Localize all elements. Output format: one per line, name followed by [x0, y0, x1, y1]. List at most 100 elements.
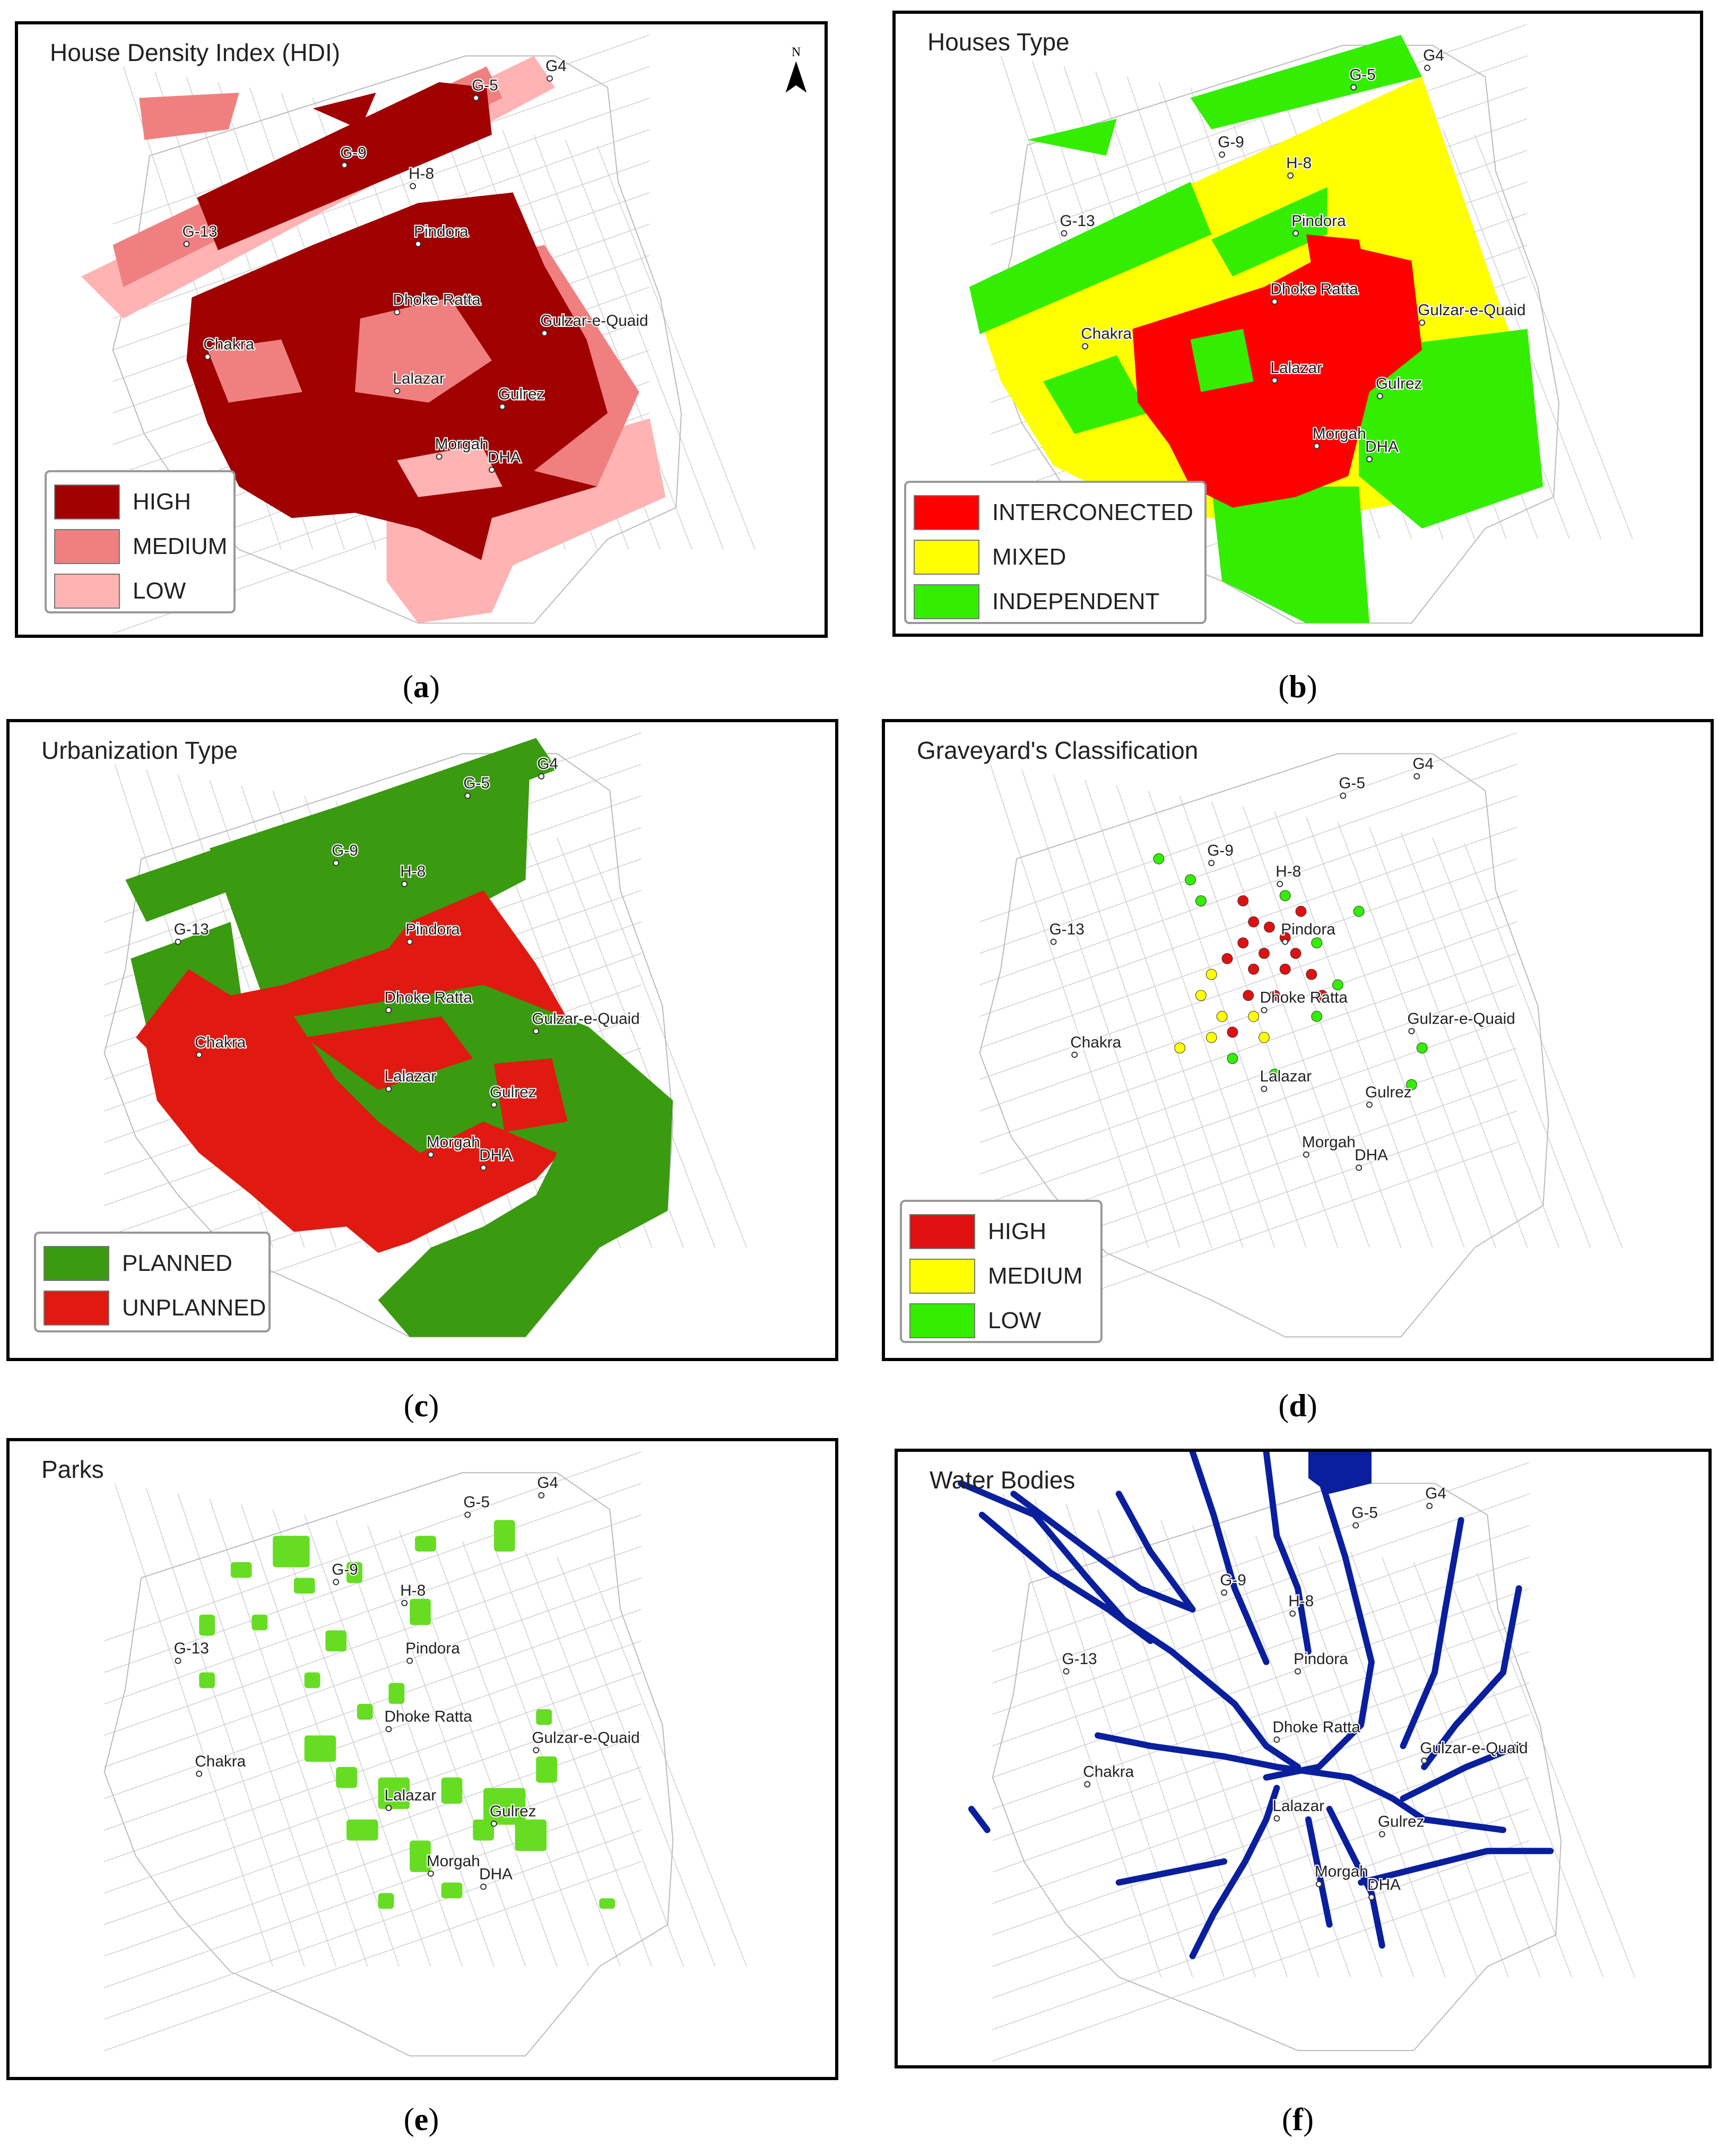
graveyard-marker — [1259, 948, 1270, 959]
place-label: DHA — [479, 1147, 513, 1164]
graveyard-marker — [1195, 990, 1207, 1001]
place-marker — [1261, 1007, 1268, 1014]
place-label: G-13 — [174, 921, 209, 938]
legend-swatch — [44, 1291, 109, 1326]
north-label: N — [792, 45, 801, 59]
place-marker — [204, 353, 211, 360]
place-marker — [491, 1101, 497, 1108]
street-line — [104, 1546, 642, 1736]
graveyard-marker — [1269, 1068, 1280, 1080]
place-marker — [1350, 84, 1357, 91]
graveyard-marker — [1205, 968, 1217, 980]
legend-label: INDEPENDENT — [992, 588, 1160, 614]
place-marker — [533, 1028, 540, 1035]
park-area — [251, 1614, 268, 1631]
place-label: Lalazar — [1260, 1068, 1312, 1085]
legend-swatch — [909, 1259, 975, 1294]
panel-b: G4 G-5 G-9 H-8 G-13 Pindora Dhoke Ratta Gulzar-… — [892, 11, 1703, 637]
north-arrow-icon: N — [785, 45, 807, 93]
legend-item: INDEPENDENT — [914, 579, 1194, 624]
river-line — [1358, 1848, 1554, 1886]
street-line — [1084, 780, 1244, 1248]
place-marker — [175, 1657, 181, 1664]
place-label: G-5 — [463, 1494, 490, 1511]
street-line — [1337, 821, 1496, 1248]
place-label: Gulzar-e-Quaid — [540, 312, 648, 330]
panel-c: G4 G-5 G-9 H-8 G-13 Pindora Dhoke Ratta Gulzar-… — [6, 719, 838, 1361]
place-marker — [499, 403, 506, 410]
place-marker — [488, 466, 495, 473]
place-marker — [415, 240, 421, 247]
street-line — [565, 140, 724, 550]
place-marker — [1408, 1028, 1415, 1035]
place-label: Gulzar-e-Quaid — [532, 1729, 639, 1746]
place-marker — [394, 309, 401, 316]
caption-a: (a) — [403, 669, 440, 704]
legend-label: HIGH — [988, 1218, 1046, 1244]
graveyard-marker — [1332, 979, 1343, 991]
street-line — [525, 1551, 684, 1967]
street-line — [104, 1451, 642, 1641]
legend-swatch — [909, 1214, 975, 1249]
place-label: Morgah — [1302, 1133, 1356, 1151]
street-line — [1116, 785, 1276, 1248]
place-marker — [1271, 377, 1278, 384]
street-line — [979, 890, 1517, 1080]
place-marker — [436, 453, 442, 460]
legend-swatch — [54, 529, 120, 564]
panel-title: Graveyard's Classification — [917, 737, 1199, 764]
park-area — [441, 1777, 463, 1804]
place-marker — [196, 1051, 203, 1058]
place-label: Lalazar — [1272, 1797, 1324, 1815]
place-marker — [1061, 230, 1068, 237]
place-label: G-5 — [463, 775, 490, 792]
caption-b: (b) — [1278, 669, 1317, 704]
place-label: DHA — [479, 1866, 513, 1883]
street-line — [979, 1016, 1517, 1206]
place-label: DHA — [1367, 1876, 1401, 1893]
graveyard-marker — [1316, 990, 1328, 1001]
park-area — [199, 1614, 215, 1636]
place-label: Gulrez — [490, 1803, 536, 1820]
street-line — [104, 1609, 642, 1799]
place-label: G4 — [1425, 1485, 1446, 1502]
legend-item: MEDIUM — [909, 1254, 1090, 1298]
street-line — [104, 1829, 642, 2020]
graveyard-marker — [1311, 1011, 1323, 1022]
panel-title: Houses Type — [927, 28, 1070, 56]
street-line — [1306, 816, 1465, 1248]
graveyard-marker — [1416, 1042, 1428, 1054]
legend-swatch — [54, 574, 120, 609]
graveyard-marker — [1279, 890, 1291, 902]
legend-item: HIGH — [54, 480, 223, 524]
place-label: G-5 — [472, 77, 498, 94]
graveyard-marker — [1195, 895, 1207, 907]
place-marker — [196, 1770, 203, 1777]
park-area — [378, 1777, 410, 1809]
park-area — [493, 1520, 515, 1552]
graveyard-marker — [1205, 1032, 1217, 1043]
street-line — [990, 24, 1528, 214]
legend-item: LOW — [54, 569, 223, 613]
place-label: G-13 — [1060, 212, 1095, 230]
place-label: G4 — [537, 755, 558, 773]
graveyard-marker — [1259, 1032, 1270, 1043]
legend-item: MEDIUM — [54, 524, 227, 569]
place-marker — [1424, 65, 1431, 71]
place-label: Pindora — [414, 223, 468, 240]
place-marker — [541, 330, 548, 336]
place-marker — [1426, 1503, 1433, 1509]
legend-c: PLANNED UNPLANNED — [34, 1232, 271, 1332]
street-line — [104, 1483, 642, 1673]
graveyard-marker — [1237, 937, 1249, 949]
street-line — [1474, 134, 1633, 540]
street-line — [990, 764, 1149, 1248]
place-label: Dhoke Ratta — [1260, 989, 1348, 1007]
place-label: G-5 — [1351, 1504, 1378, 1522]
legend-swatch — [914, 584, 979, 619]
street-line — [104, 1640, 642, 1831]
legend-swatch — [909, 1303, 975, 1338]
river-line — [1115, 1858, 1228, 1886]
place-label: G-9 — [332, 842, 358, 860]
street-line — [104, 1514, 642, 1704]
